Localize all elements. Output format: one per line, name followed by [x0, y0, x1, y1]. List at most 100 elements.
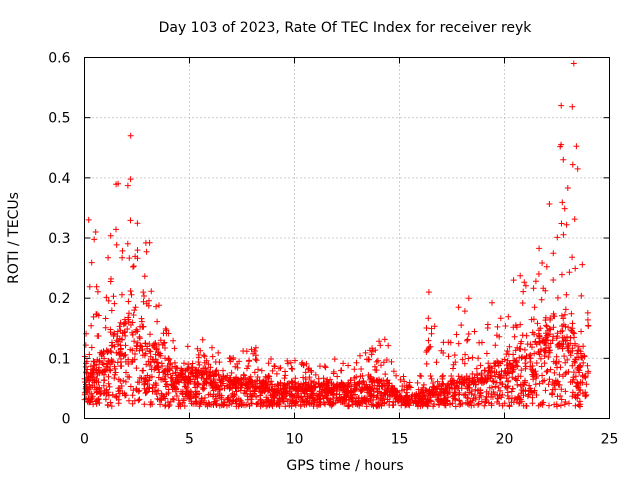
roti-point [532, 278, 539, 285]
roti-point [546, 376, 553, 383]
roti-point [136, 396, 143, 403]
roti-point [93, 388, 100, 395]
roti-point [522, 365, 529, 372]
roti-point [148, 359, 154, 366]
roti-point [259, 384, 266, 391]
roti-point [273, 370, 280, 377]
roti-point [174, 378, 181, 385]
roti-point [108, 403, 115, 410]
roti-point [510, 366, 517, 373]
roti-point [255, 366, 261, 373]
roti-point [485, 360, 492, 367]
roti-point [107, 348, 114, 354]
roti-point [559, 334, 566, 341]
roti-point [322, 364, 329, 371]
roti-point [229, 392, 236, 399]
roti-point [564, 333, 570, 340]
roti-point [526, 382, 533, 389]
roti-point [464, 394, 471, 401]
roti-point [574, 392, 581, 399]
roti-point [451, 392, 457, 399]
roti-point [155, 374, 162, 381]
roti-point [559, 345, 566, 352]
roti-point [495, 359, 502, 366]
roti-point [406, 402, 413, 409]
roti-point [427, 373, 434, 379]
roti-point [578, 328, 585, 335]
roti-point [476, 394, 483, 401]
roti-point [316, 383, 323, 390]
roti-point [182, 383, 189, 390]
roti-point [113, 337, 120, 344]
roti-point [117, 327, 124, 334]
roti-point [336, 391, 343, 398]
roti-point [451, 352, 458, 359]
roti-point [538, 363, 545, 370]
roti-point [218, 382, 225, 389]
roti-point [181, 379, 188, 386]
roti-point [452, 395, 459, 402]
roti-point [543, 368, 550, 375]
roti-point [554, 294, 561, 301]
roti-point [166, 367, 173, 374]
roti-point [442, 395, 449, 402]
roti-point [510, 351, 517, 358]
roti-point [574, 165, 581, 172]
roti-point [504, 383, 511, 390]
roti-point [563, 369, 570, 376]
roti-point [139, 347, 146, 353]
x-tick-label: 15 [391, 432, 409, 448]
roti-point [116, 335, 123, 342]
roti-point [523, 402, 529, 409]
roti-point [433, 359, 440, 366]
roti-point [516, 399, 523, 406]
roti-point [559, 271, 565, 278]
roti-point [309, 387, 316, 394]
roti-point [531, 387, 538, 394]
roti-point [557, 364, 564, 371]
roti-point [263, 383, 270, 390]
roti-point [299, 397, 305, 404]
x-axis-label: GPS time / hours [286, 458, 403, 474]
roti-point [184, 343, 191, 350]
roti-point [537, 325, 544, 332]
roti-point [141, 380, 148, 387]
roti-point [134, 343, 141, 350]
roti-point [482, 399, 489, 406]
roti-point [478, 374, 484, 381]
roti-point [330, 386, 337, 393]
roti-point [514, 363, 521, 370]
roti-point [406, 379, 413, 386]
roti-point [560, 338, 566, 345]
roti-point [287, 396, 294, 403]
roti-point [146, 377, 153, 384]
roti-point [268, 378, 275, 385]
roti-point [539, 260, 546, 266]
roti-point [358, 386, 365, 393]
roti-point [434, 396, 441, 403]
roti-point [191, 376, 198, 383]
roti-point [105, 254, 112, 261]
roti-point [365, 356, 372, 363]
roti-point [582, 389, 589, 396]
roti-point [425, 337, 432, 344]
roti-point [529, 371, 536, 378]
roti-point [483, 350, 490, 357]
roti-point [444, 382, 451, 389]
roti-point [513, 362, 520, 369]
roti-point [130, 263, 137, 270]
roti-point [85, 216, 92, 223]
roti-point [368, 401, 375, 408]
roti-point [328, 402, 335, 409]
roti-point [118, 383, 125, 389]
roti-point [375, 357, 381, 364]
roti-point [126, 310, 132, 317]
roti-point [389, 402, 396, 409]
roti-point [530, 285, 537, 292]
roti-point [215, 349, 222, 356]
roti-point [332, 399, 339, 406]
roti-point [248, 377, 255, 384]
roti-point [122, 378, 129, 385]
roti-point [423, 400, 430, 407]
roti-point [555, 358, 562, 365]
